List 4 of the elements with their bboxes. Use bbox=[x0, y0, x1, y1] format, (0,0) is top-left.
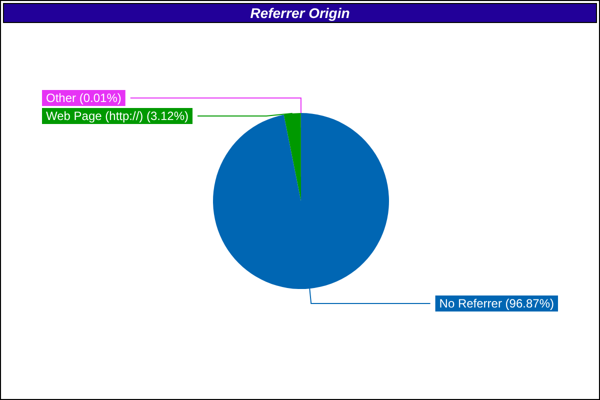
slice-label: No Referrer (96.87%) bbox=[439, 296, 554, 310]
slice-label: Other (0.01%) bbox=[46, 91, 122, 105]
chart-title: Referrer Origin bbox=[3, 3, 597, 23]
slice-label: Web Page (http://) (3.12%) bbox=[46, 109, 189, 123]
